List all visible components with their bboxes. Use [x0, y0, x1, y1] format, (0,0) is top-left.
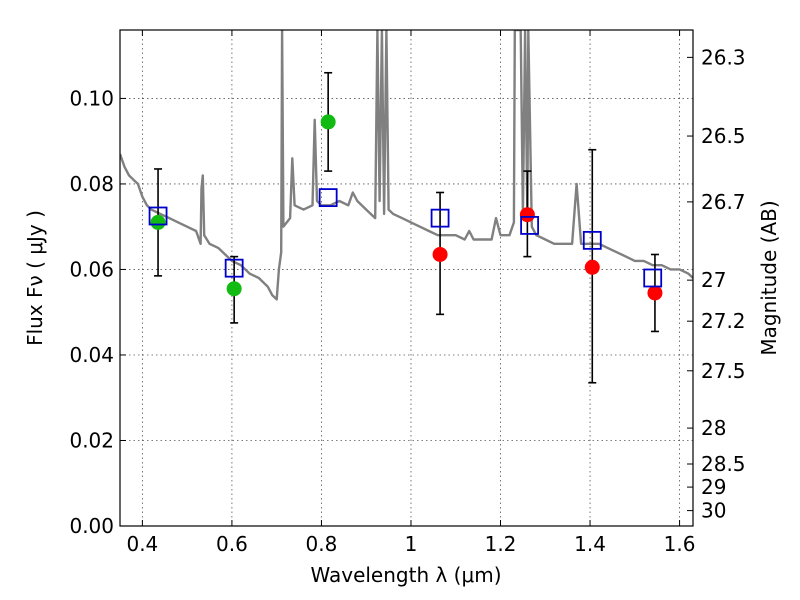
right-tick-label: 30 [701, 499, 726, 523]
x-tick-label: 1 [405, 532, 418, 556]
x-tick-label: 1.6 [664, 532, 696, 556]
x-tick-label: 0.4 [126, 532, 158, 556]
red-data-point [519, 207, 535, 223]
right-tick-label: 29 [701, 475, 726, 499]
right-tick-label: 26.5 [701, 124, 746, 148]
y-tick-label: 0.10 [69, 86, 114, 110]
model-square-marker [430, 208, 450, 228]
right-tick-label: 26.3 [701, 45, 746, 69]
right-tick-label: 28 [701, 416, 726, 440]
green-data-point [320, 114, 336, 130]
plot-frame [119, 29, 694, 527]
model-square-marker [582, 230, 602, 250]
y-tick-label: 0.02 [69, 428, 114, 452]
right-axis-title: Magnitude (AB) [757, 200, 781, 355]
green-data-point [150, 214, 166, 230]
red-data-point [584, 259, 600, 275]
y-tick-label: 0.08 [69, 172, 114, 196]
spectrum-line [120, 30, 693, 301]
right-tick-label: 27 [701, 268, 726, 292]
x-tick-label: 0.6 [216, 532, 248, 556]
right-tick-label: 26.7 [701, 190, 746, 214]
x-axis-title: Wavelength λ (μm) [310, 563, 501, 587]
marker-layer [148, 114, 663, 301]
right-tick-label: 27.2 [701, 309, 746, 333]
tick-layer [120, 30, 693, 527]
x-tick-label: 0.8 [306, 532, 338, 556]
red-data-point [647, 285, 663, 301]
label-layer: 0.4 0.6 0.8 1 1.2 1.4 1.6 0.00 0.02 0.04 0.06 0.08 0… [69, 45, 745, 556]
model-square-marker [643, 268, 663, 288]
y-tick-label: 0.04 [69, 343, 114, 367]
model-square-marker [520, 216, 540, 235]
model-square-marker [224, 258, 244, 278]
right-tick-label: 27.5 [701, 359, 746, 383]
x-tick-label: 1.2 [485, 532, 517, 556]
model-square-marker [148, 206, 168, 226]
x-tick-label: 1.4 [574, 532, 606, 556]
y-tick-label: 0.06 [69, 257, 114, 281]
green-data-point [226, 281, 242, 297]
right-tick-label: 28.5 [701, 452, 746, 476]
red-data-point [432, 246, 448, 262]
model-square-marker [318, 188, 338, 208]
spectrum-layer [120, 30, 693, 301]
y-axis-title: Flux Fν ( μJy ) [23, 210, 47, 346]
y-tick-label: 0.00 [69, 514, 114, 538]
